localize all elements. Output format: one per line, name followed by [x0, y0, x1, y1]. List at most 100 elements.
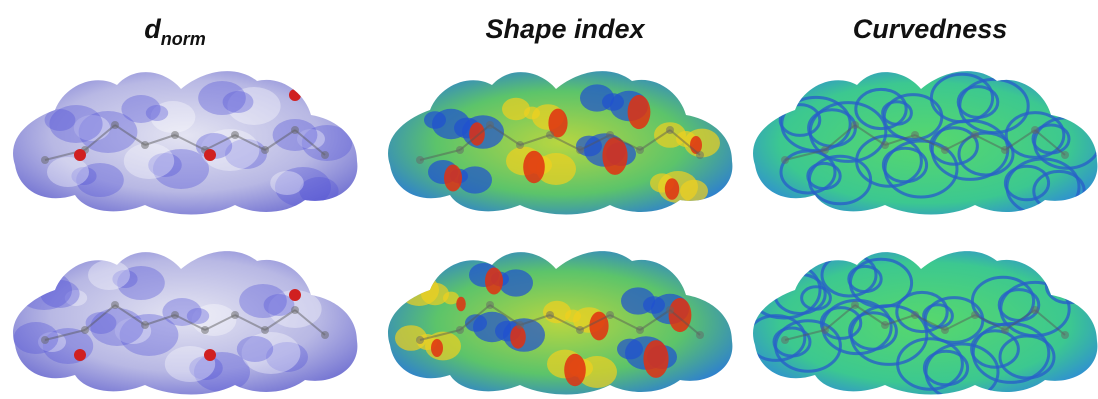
atom [576, 146, 584, 154]
atom [416, 336, 424, 344]
patch [239, 284, 287, 318]
spot [456, 297, 466, 311]
patch [424, 111, 446, 129]
surface [753, 71, 1098, 215]
atom [231, 131, 239, 139]
atom [456, 326, 464, 334]
surface [388, 251, 732, 394]
atom [546, 131, 554, 139]
spot [706, 281, 720, 303]
patch [47, 157, 89, 187]
patch [399, 274, 439, 306]
atom [141, 321, 149, 329]
patch [198, 81, 246, 115]
edge [761, 84, 790, 106]
red-spot [204, 349, 216, 361]
patch [237, 336, 273, 362]
atom [576, 326, 584, 334]
atom [546, 311, 554, 319]
atom [201, 326, 209, 334]
surface [747, 251, 1097, 399]
atom [971, 131, 979, 139]
surface [13, 251, 357, 394]
atom [666, 126, 674, 134]
spot [669, 298, 692, 332]
atom [606, 311, 614, 319]
atom [486, 121, 494, 129]
surface [13, 71, 357, 214]
atom [81, 326, 89, 334]
atom [321, 151, 329, 159]
atom [1001, 326, 1009, 334]
atom [486, 301, 494, 309]
atom [696, 331, 704, 339]
spot [564, 354, 586, 386]
edge [1046, 269, 1089, 303]
spot [523, 151, 545, 183]
atom [666, 306, 674, 314]
atom [911, 131, 919, 139]
title-main: d [144, 14, 161, 44]
atom [851, 121, 859, 129]
spot [643, 340, 668, 378]
atom [456, 146, 464, 154]
atom [261, 326, 269, 334]
atom [171, 311, 179, 319]
atom [41, 336, 49, 344]
panel-title: Curvedness [853, 14, 1008, 44]
atom [1061, 151, 1069, 159]
spot [485, 268, 503, 295]
atom [781, 156, 789, 164]
spot [431, 339, 443, 357]
patch [121, 95, 160, 123]
atom [781, 336, 789, 344]
atom [821, 326, 829, 334]
atom [881, 141, 889, 149]
atom [696, 151, 704, 159]
spot [589, 312, 608, 341]
spot [469, 122, 485, 145]
atom [321, 331, 329, 339]
page: dnorm Shape index Curvedness (() => { co… [0, 0, 1098, 399]
atom [231, 311, 239, 319]
patch [402, 89, 418, 102]
patch [691, 276, 715, 295]
patch [617, 339, 643, 360]
spot [510, 325, 526, 348]
red-spot [289, 89, 301, 101]
atom [111, 301, 119, 309]
atom [941, 146, 949, 154]
atom [636, 326, 644, 334]
spot [444, 165, 462, 192]
atom [636, 146, 644, 154]
patch [88, 260, 130, 290]
title-subscript: norm [161, 29, 206, 49]
atom [1001, 146, 1009, 154]
atom [516, 141, 524, 149]
patch [543, 301, 571, 323]
patch [16, 270, 72, 310]
red-spot [289, 289, 301, 301]
patch [24, 87, 46, 103]
red-spot [74, 149, 86, 161]
patch [124, 143, 174, 179]
atom [1061, 331, 1069, 339]
atom [971, 311, 979, 319]
spot [415, 94, 425, 108]
atom [141, 141, 149, 149]
red-spot [74, 349, 86, 361]
patch [86, 312, 117, 334]
atom [1031, 126, 1039, 134]
atom [941, 326, 949, 334]
spot [628, 95, 651, 129]
atom [606, 131, 614, 139]
atom [291, 126, 299, 134]
red-spot [204, 149, 216, 161]
spot [665, 178, 679, 200]
atom [111, 121, 119, 129]
patch [273, 119, 318, 151]
atom [516, 321, 524, 329]
figure: dnorm Shape index Curvedness [0, 0, 1098, 399]
patch [45, 109, 76, 131]
patch [270, 171, 304, 195]
